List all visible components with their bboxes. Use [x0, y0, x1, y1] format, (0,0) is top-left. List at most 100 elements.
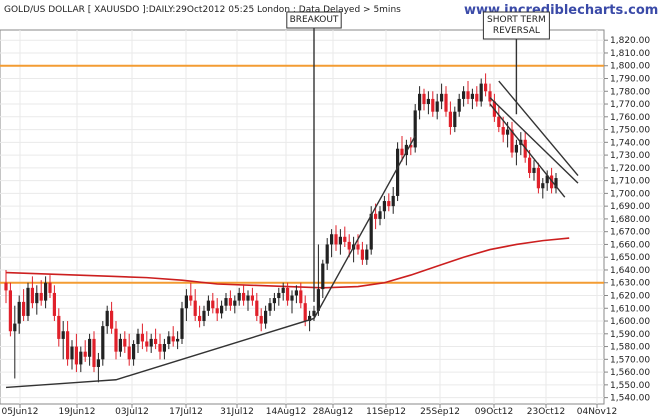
trendline	[5, 135, 416, 389]
candle-body	[193, 300, 197, 316]
y-tick-label: 1,660.00	[610, 240, 650, 250]
x-tick-label: 03Jul12	[115, 407, 149, 417]
candle-body	[325, 244, 329, 264]
candle-body	[396, 148, 400, 196]
candle-body	[70, 346, 74, 360]
y-tick-labels: 1,540.00 1,550.00 1,560.00 1,570.00 1,580.00…	[604, 36, 650, 404]
candle-body	[123, 338, 127, 347]
x-tick-label: 05Jun12	[2, 407, 39, 417]
y-tick-label: 1,640.00	[610, 266, 650, 276]
y-tick-label: 1,780.00	[610, 87, 650, 97]
x-tick-labels: 05Jun12 19Jun12 03Jul12 17Jul12 31Jul12 14Aug…	[2, 404, 617, 417]
candle-body	[281, 287, 285, 293]
candle-body	[184, 295, 188, 309]
candle-body	[66, 331, 70, 360]
candle-body	[145, 341, 149, 347]
candle-body	[536, 167, 540, 189]
y-tick-label: 1,730.00	[610, 151, 650, 161]
candle-body	[237, 292, 241, 301]
candle-body	[541, 183, 545, 189]
candle-body	[22, 301, 26, 316]
candle-body	[211, 300, 215, 309]
candle-body	[88, 338, 92, 357]
candle-body	[96, 359, 100, 367]
x-tick-label: 19Jun12	[59, 407, 96, 417]
candle-body	[176, 338, 180, 342]
candle-body	[387, 201, 391, 207]
candle-body	[374, 213, 378, 219]
candles-layer	[4, 73, 558, 383]
candle-body	[277, 292, 281, 299]
candle-body	[105, 310, 109, 327]
moving-average-line	[5, 237, 570, 289]
candle-body	[554, 178, 558, 189]
y-tick-label: 1,810.00	[610, 49, 650, 59]
candle-body	[233, 300, 237, 306]
candle-body	[343, 236, 347, 242]
y-tick-label: 1,630.00	[610, 279, 650, 289]
candle-body	[479, 83, 483, 102]
candle-body	[4, 282, 8, 291]
candle-body	[154, 338, 158, 345]
candle-body	[457, 98, 461, 112]
candle-body	[26, 287, 30, 316]
y-tick-label: 1,560.00	[610, 368, 650, 378]
candle-body	[431, 98, 435, 112]
y-tick-label: 1,700.00	[610, 189, 650, 199]
candle-body	[488, 91, 492, 102]
x-tick-label: 14Aug12	[266, 407, 306, 417]
candle-body	[118, 338, 122, 352]
candle-body	[286, 287, 290, 301]
candle-body	[510, 129, 514, 153]
candle-body	[272, 298, 276, 304]
candle-body	[83, 351, 87, 357]
candle-body	[514, 144, 518, 153]
trendline	[489, 97, 579, 184]
candle-body	[48, 282, 52, 293]
candle-body	[250, 295, 254, 301]
candle-body	[30, 287, 34, 304]
candle-body	[132, 344, 136, 360]
candle-body	[418, 93, 422, 111]
candle-body	[484, 83, 488, 92]
y-tick-label: 1,740.00	[610, 138, 650, 148]
y-tick-label: 1,720.00	[610, 164, 650, 174]
candle-body	[202, 310, 206, 322]
candle-body	[378, 211, 382, 219]
x-tick-label: 25Sep12	[420, 407, 460, 417]
candle-body	[206, 300, 210, 311]
candle-body	[426, 98, 430, 105]
candle-body	[466, 91, 470, 99]
candle-body	[17, 301, 21, 324]
y-tick-label: 1,610.00	[610, 304, 650, 314]
x-tick-label: 31Jul12	[220, 407, 254, 417]
candle-body	[149, 338, 153, 347]
candle-body	[13, 323, 17, 332]
chart-title: GOLD/US DOLLAR [ XAUUSDO ]:DAILY:29Oct20…	[4, 5, 401, 15]
y-tick-label: 1,620.00	[610, 292, 650, 302]
candle-body	[294, 290, 298, 296]
y-tick-label: 1,650.00	[610, 253, 650, 263]
y-tick-label: 1,790.00	[610, 75, 650, 85]
x-tick-label: 04Nov12	[577, 407, 617, 417]
candle-body	[35, 292, 39, 304]
candle-body	[532, 167, 536, 173]
candle-body	[365, 249, 369, 260]
candle-body	[92, 338, 96, 367]
candle-body	[334, 234, 338, 245]
candle-body	[470, 93, 474, 99]
y-tick-label: 1,800.00	[610, 62, 650, 72]
candle-body	[61, 331, 65, 339]
y-tick-label: 1,750.00	[610, 126, 650, 136]
candle-body	[550, 175, 554, 189]
candle-body	[180, 308, 184, 339]
annotation-box	[482, 11, 550, 40]
candle-body	[391, 195, 395, 207]
candle-body	[198, 315, 202, 322]
candle-body	[140, 333, 144, 342]
candle-body	[101, 326, 105, 360]
candle-body	[74, 346, 78, 365]
candle-body	[114, 328, 118, 352]
candle-body	[440, 93, 444, 102]
